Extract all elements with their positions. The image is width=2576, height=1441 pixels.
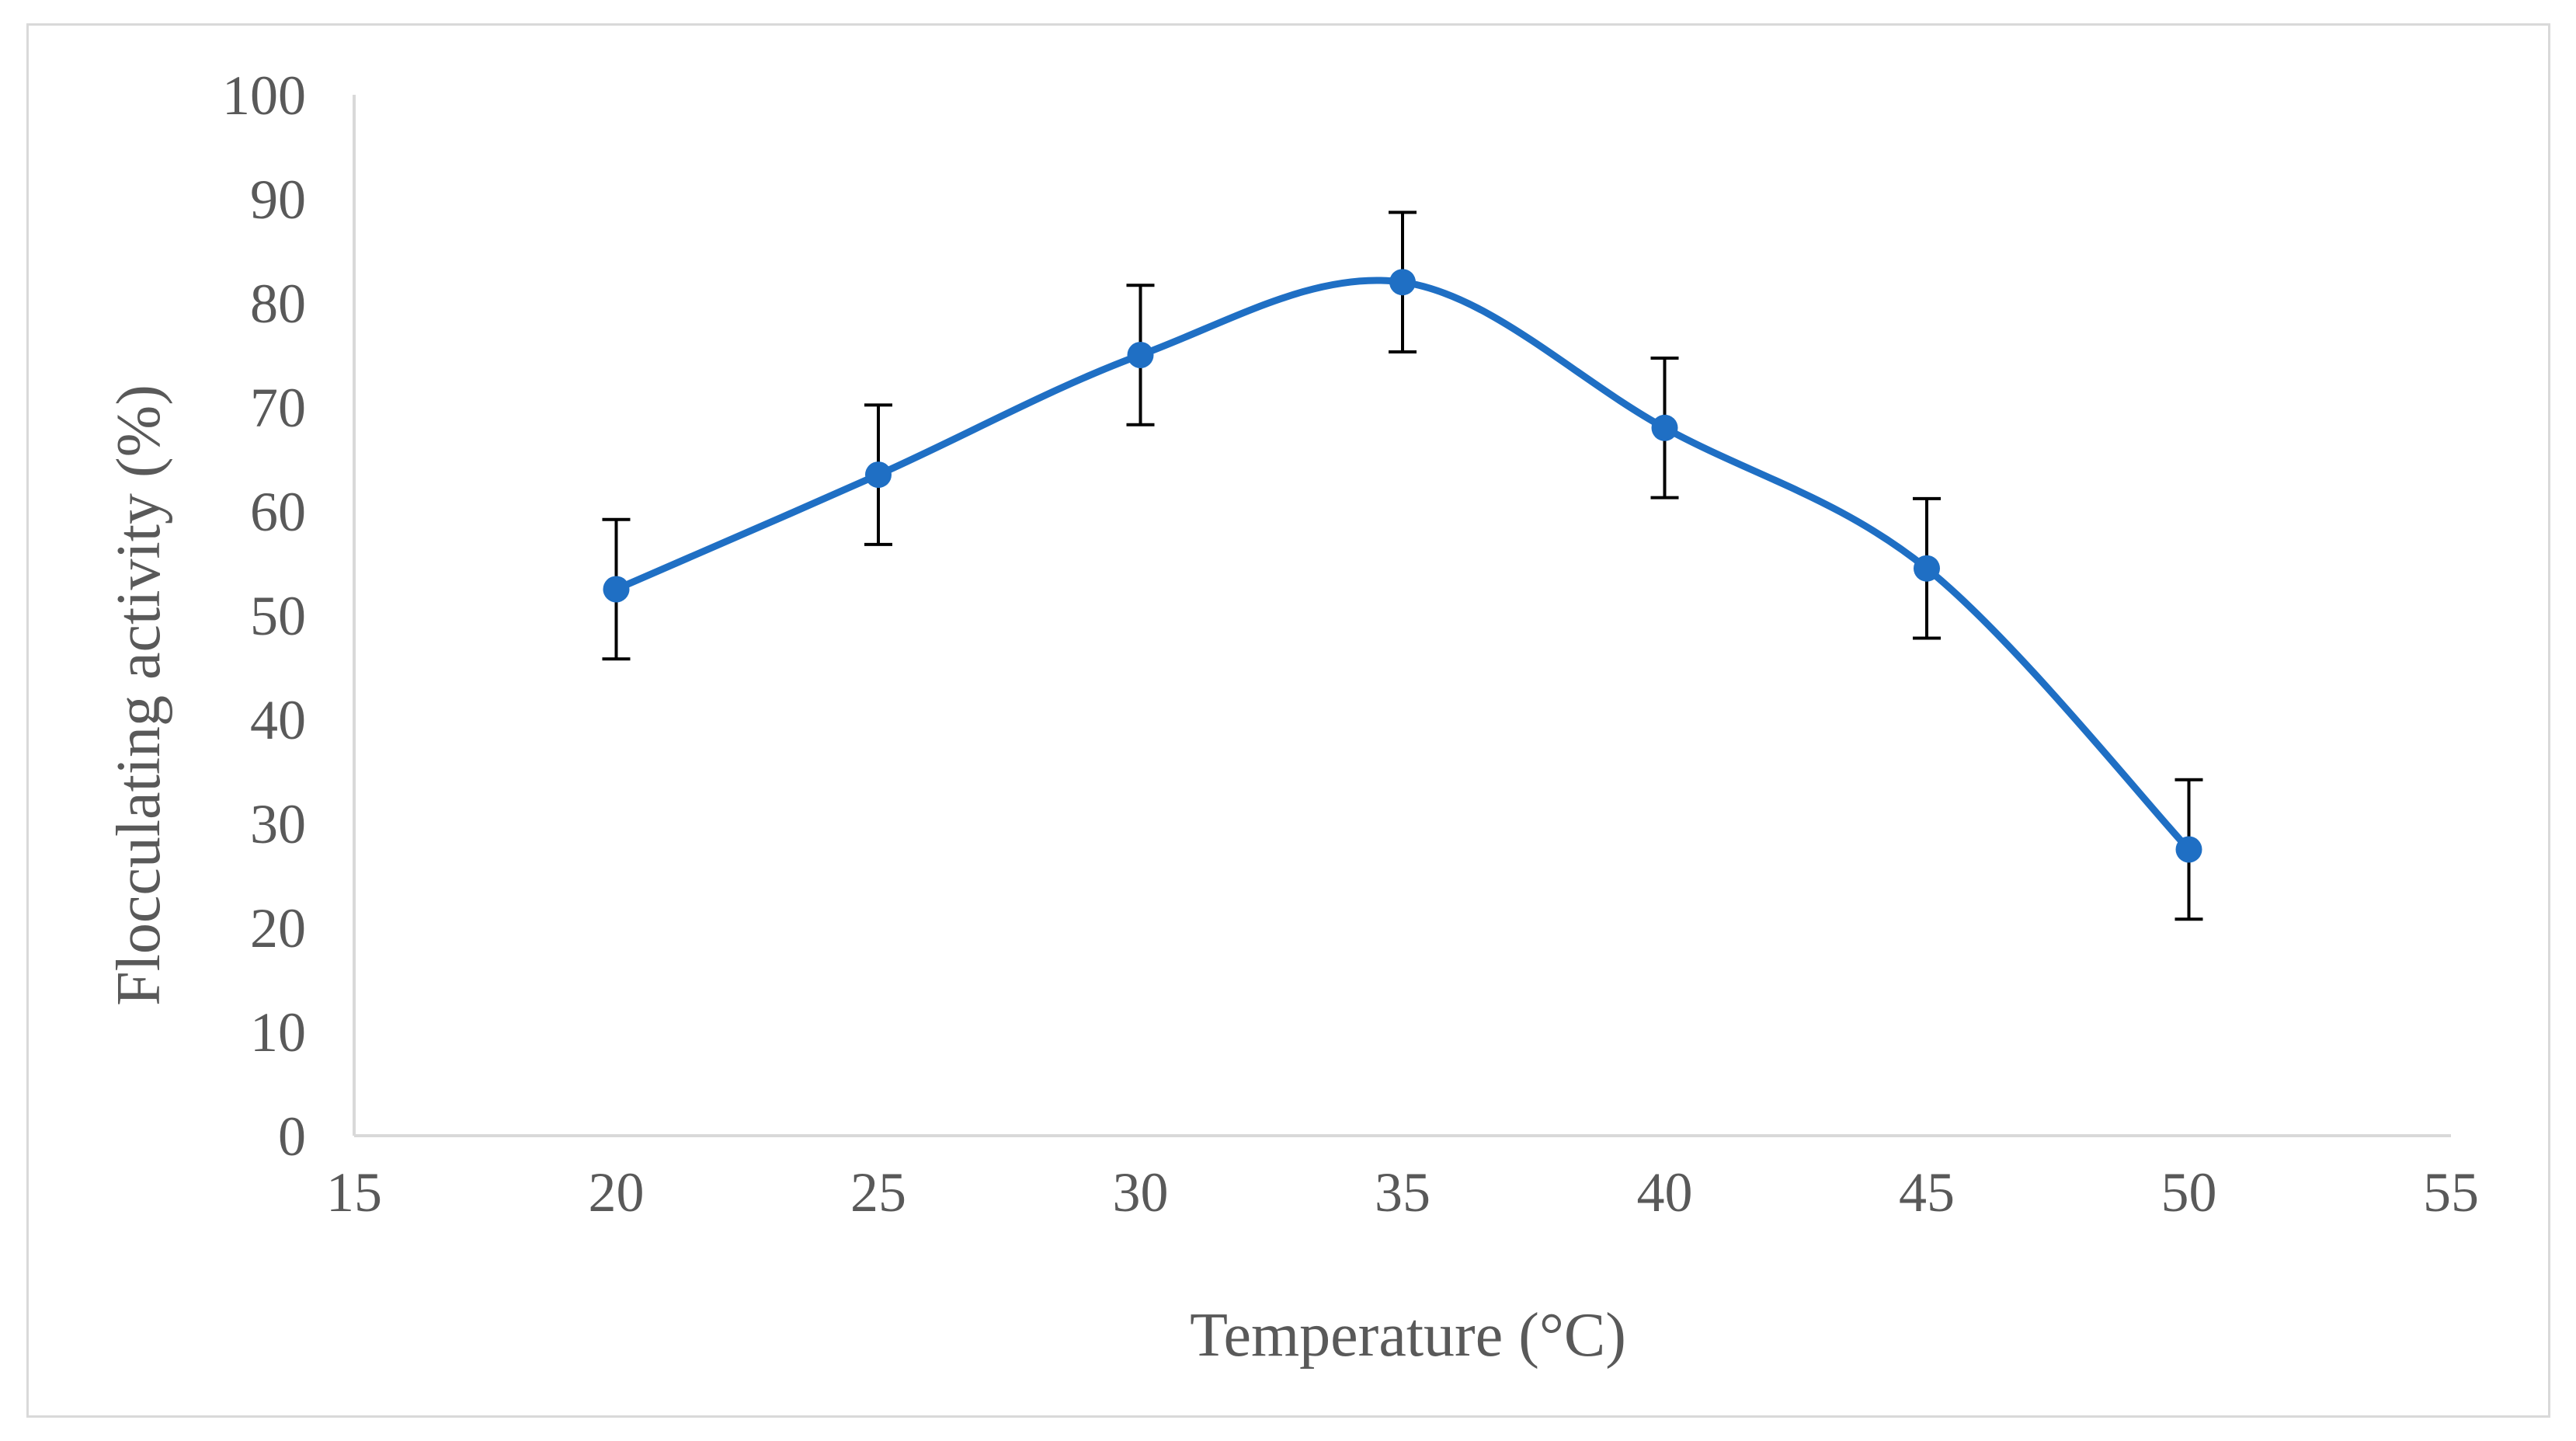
x-tick-label: 55	[2423, 1161, 2479, 1223]
y-tick-label: 70	[250, 377, 306, 439]
y-tick-label: 100	[222, 64, 306, 127]
data-point	[1389, 269, 1416, 296]
x-axis-title: Temperature (°C)	[1190, 1301, 1626, 1370]
x-tick-label: 25	[850, 1161, 906, 1223]
tick-labels: 0 10 20 30 40 50 60 70 80 90 100 15 20 25 30 35 40 45 50 55	[222, 64, 2479, 1223]
data-point	[1651, 414, 1678, 441]
y-tick-label: 10	[250, 1001, 306, 1063]
y-tick-label: 50	[250, 585, 306, 647]
y-tick-label: 40	[250, 689, 306, 751]
x-tick-label: 45	[1899, 1161, 1955, 1223]
data-point	[2175, 836, 2202, 863]
axes	[353, 95, 2451, 1137]
y-tick-label: 30	[250, 793, 306, 855]
series-line	[613, 277, 2192, 853]
data-point	[865, 461, 892, 489]
x-tick-label: 35	[1375, 1161, 1431, 1223]
y-tick-label: 20	[250, 897, 306, 959]
y-tick-label: 0	[278, 1105, 306, 1168]
y-axis-title: Flocculating activity (%)	[105, 385, 173, 1006]
data-point	[603, 576, 630, 603]
chart-frame	[26, 23, 2550, 1418]
x-tick-label: 40	[1637, 1161, 1693, 1223]
data-point	[1914, 555, 1940, 582]
y-tick-label: 80	[250, 273, 306, 335]
x-tick-label: 50	[2161, 1161, 2217, 1223]
x-tick-label: 20	[589, 1161, 645, 1223]
x-tick-label: 15	[326, 1161, 382, 1223]
y-tick-label: 60	[250, 481, 306, 543]
y-tick-label: 90	[250, 169, 306, 231]
data-point	[1127, 342, 1154, 368]
data-series	[602, 211, 2203, 921]
x-tick-label: 30	[1113, 1161, 1169, 1223]
